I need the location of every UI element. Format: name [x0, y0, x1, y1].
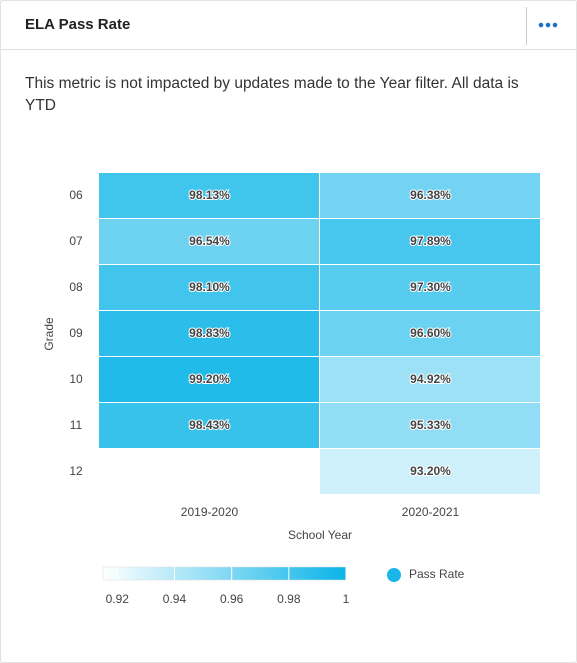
- heat-cell: [320, 173, 540, 218]
- cell-label: 94.92%: [410, 372, 451, 386]
- cell-label: 97.89%: [410, 234, 451, 248]
- y-tick-label: 12: [69, 464, 83, 478]
- cell-label: 99.20%: [189, 372, 230, 386]
- y-tick-label: 06: [69, 188, 83, 202]
- heat-cell: [320, 449, 540, 494]
- card-header: ELA Pass Rate: [1, 1, 576, 50]
- heat-cell: [99, 403, 319, 448]
- color-bar-label: 0.96: [220, 592, 244, 606]
- color-bar-label: 0.92: [106, 592, 130, 606]
- heat-cell: [320, 265, 540, 310]
- y-tick-label: 08: [69, 280, 83, 294]
- legend-marker: [387, 568, 401, 582]
- cell-label: 98.83%: [189, 326, 230, 340]
- color-bar-label: 0.94: [163, 592, 187, 606]
- heat-cell: [99, 219, 319, 264]
- heat-cell: [99, 265, 319, 310]
- y-tick-label: 09: [69, 326, 83, 340]
- card-title: ELA Pass Rate: [25, 16, 131, 33]
- x-axis-title: School Year: [288, 528, 352, 542]
- cell-label: 96.54%: [189, 234, 230, 248]
- heat-cell: [99, 173, 319, 218]
- y-axis-title: Grade: [42, 317, 56, 351]
- cell-label: 95.33%: [410, 418, 451, 432]
- cell-label: 98.43%: [189, 418, 230, 432]
- separator: [526, 7, 527, 45]
- x-tick-label: 2019-2020: [181, 505, 239, 519]
- cell-label: 93.20%: [410, 464, 451, 478]
- y-tick-label: 07: [69, 234, 83, 248]
- color-bar-label: 0.98: [277, 592, 301, 606]
- color-bar: [102, 566, 347, 581]
- description: This metric is not impacted by updates m…: [25, 75, 519, 114]
- heat-cell: [99, 311, 319, 356]
- more-menu[interactable]: [535, 13, 563, 37]
- cell-label: 96.38%: [410, 188, 451, 202]
- color-bar-label: 1: [343, 592, 350, 606]
- legend-label: Pass Rate: [409, 567, 465, 581]
- cell-label: 97.30%: [410, 280, 451, 294]
- heat-cell: [320, 403, 540, 448]
- x-tick-label: 2020-2021: [402, 505, 460, 519]
- heat-cell: [320, 219, 540, 264]
- y-tick-label: 10: [69, 372, 83, 386]
- y-tick-label: 11: [70, 418, 83, 432]
- cell-label: 96.60%: [410, 326, 451, 340]
- cell-label: 98.13%: [189, 188, 230, 202]
- heat-cell: [320, 357, 540, 402]
- heat-cell: [99, 357, 319, 402]
- cell-label: 98.10%: [189, 280, 230, 294]
- heat-cell: [320, 311, 540, 356]
